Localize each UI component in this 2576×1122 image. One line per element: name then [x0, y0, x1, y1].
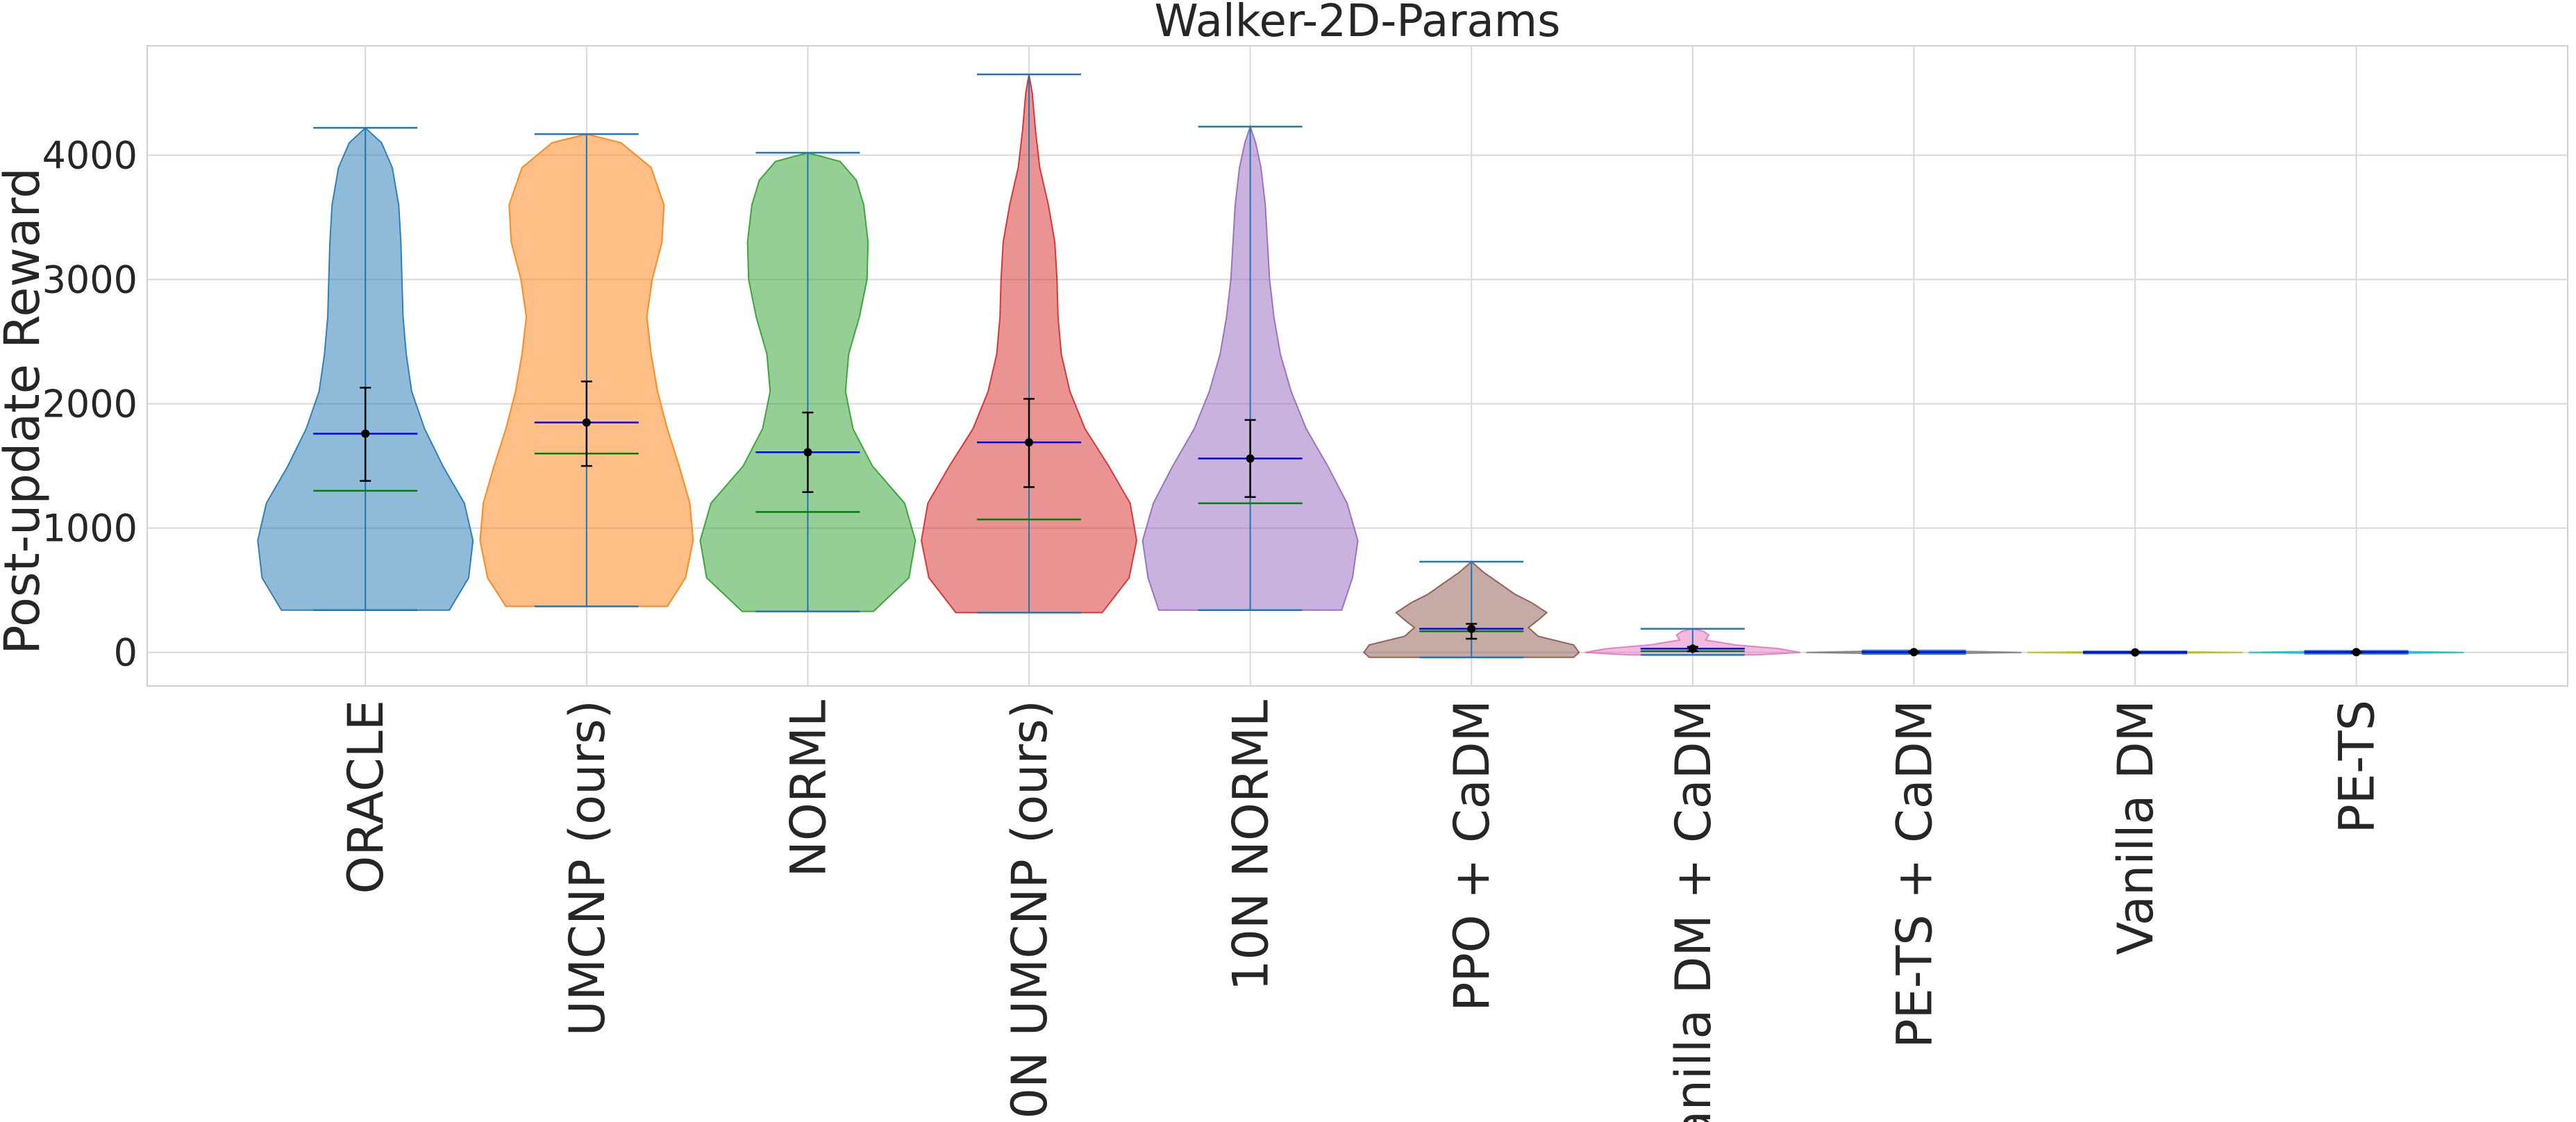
- x-tick-label: PE-TS + CaDM: [1886, 700, 1943, 1048]
- y-tick-labels: 0 1000 2000 3000 4000: [42, 134, 137, 675]
- mean-point: [2352, 648, 2361, 657]
- mean-point: [1688, 644, 1697, 653]
- y-axis-label: Post-update Reward: [0, 167, 51, 654]
- mean-point: [361, 429, 370, 438]
- mean-point: [1246, 454, 1255, 463]
- mean-point: [1909, 648, 1918, 657]
- x-tick-labels: ORACLE UMCNP (ours) NORML 10N UMCNP (ours) 1…: [337, 700, 2385, 1122]
- mean-point: [803, 448, 812, 457]
- mean-point: [1467, 624, 1476, 633]
- mean-point: [2131, 648, 2139, 657]
- y-tick-label: 0: [114, 631, 137, 675]
- x-tick-label: ORACLE: [337, 700, 394, 894]
- x-tick-label: NORML: [780, 700, 837, 878]
- x-tick-label: UMCNP (ours): [559, 700, 616, 1036]
- x-tick-label: 10N UMCNP (ours): [1001, 700, 1058, 1122]
- y-tick-label: 3000: [42, 258, 137, 302]
- y-tick-label: 4000: [42, 134, 137, 178]
- y-tick-label: 1000: [42, 507, 137, 551]
- mean-point: [582, 418, 591, 427]
- y-tick-label: 2000: [42, 383, 137, 426]
- mean-point: [1025, 438, 1033, 447]
- stat-layer: [313, 73, 2409, 659]
- x-tick-label: 10N NORML: [1223, 700, 1280, 991]
- chart-title: Walker-2D-Params: [1155, 0, 1561, 47]
- x-tick-label: PPO + CaDM: [1444, 700, 1500, 1012]
- x-tick-label: PE-TS: [2329, 700, 2386, 833]
- x-tick-label: Vanilla DM: [2107, 700, 2164, 955]
- x-tick-label: Vanilla DM + CaDM: [1665, 700, 1722, 1122]
